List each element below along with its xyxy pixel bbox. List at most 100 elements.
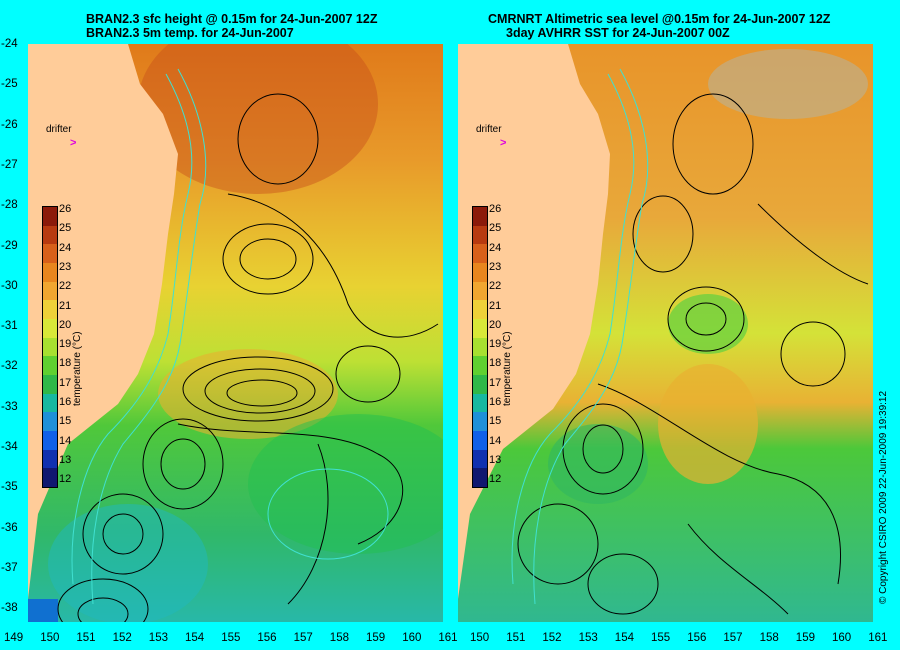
- left-drifter-icon: >: [70, 137, 77, 149]
- left-x-tick-label: 150: [40, 632, 60, 644]
- left-coastline-land: [28, 44, 178, 599]
- y-tick-label: -30: [1, 279, 18, 292]
- left-colorbar-swatch: [43, 356, 57, 376]
- left-colorbar-tick: 23: [59, 260, 72, 273]
- left-colorbar-swatch: [43, 319, 57, 339]
- left-x-tick-label: 156: [257, 632, 277, 644]
- y-tick-label: -32: [1, 360, 18, 373]
- left-x-tick-label: 157: [293, 632, 313, 644]
- left-colorbar-tick: 22: [59, 280, 72, 293]
- copyright-text: © Copyright CSIRO 2009 22-Jun-2009 19:39…: [878, 390, 889, 604]
- left-colorbar-tick: 16: [59, 396, 72, 408]
- right-colorbar-tick: 12: [489, 473, 502, 486]
- left-isobaths: [71, 68, 389, 605]
- left-colorbar-tick: 24: [59, 241, 72, 254]
- right-colorbar-swatch: [473, 207, 487, 227]
- left-colorbar-tick: 26: [59, 203, 72, 215]
- left-colorbar-swatch: [43, 337, 57, 357]
- right-colorbar-swatch: [473, 263, 487, 283]
- right-x-tick-label: 150: [470, 632, 490, 644]
- y-tick-label: -31: [1, 320, 18, 333]
- right-colorbar-tick: 17: [489, 376, 502, 389]
- right-x-tick-label: 158: [759, 632, 779, 644]
- left-x-tick-label: 158: [329, 632, 349, 644]
- left-colorbar-swatch: [43, 412, 57, 432]
- right-colorbar-tick: 20: [489, 318, 502, 331]
- left-colorbar-swatch: [43, 449, 57, 469]
- right-colorbar-tick: 13: [489, 453, 502, 466]
- right-colorbar-tick: 15: [489, 415, 502, 428]
- right-drifter-icon: >: [500, 137, 507, 149]
- y-tick-label: -34: [1, 441, 18, 453]
- left-colorbar: 26 25 24 23 22 21 20 19 18 17 16 15 14 13 12 temperatu…: [42, 203, 102, 488]
- right-colorbar-tick: 24: [489, 241, 502, 254]
- left-x-tick-label: 149: [4, 632, 24, 644]
- y-tick-label: -37: [1, 561, 18, 574]
- left-colorbar-tick: 19: [59, 338, 72, 351]
- right-colorbar-swatch: [473, 337, 487, 357]
- right-colorbar-tick: 25: [489, 222, 502, 235]
- y-tick-label: -29: [1, 239, 18, 252]
- right-x-tick-label: 161: [868, 632, 888, 644]
- left-colorbar-tick: 18: [59, 357, 72, 370]
- right-colorbar-swatch: [473, 300, 487, 320]
- left-colorbar-swatch: [43, 300, 57, 320]
- left-x-tick-label: 161: [438, 632, 458, 644]
- left-colorbar-label: temperature (°C): [72, 331, 83, 406]
- right-colorbar-swatch: [473, 449, 487, 469]
- left-colorbar-tick: 14: [59, 434, 72, 447]
- right-x-tick-label: 154: [614, 632, 634, 644]
- left-colorbar-swatch: [43, 207, 57, 227]
- left-colorbar-tick: 20: [59, 318, 72, 331]
- right-x-tick-label: 156: [687, 632, 707, 644]
- left-colorbar-swatch: [43, 375, 57, 395]
- right-x-tick-label: 153: [578, 632, 598, 644]
- left-title-line2: BRAN2.3 5m temp. for 24-Jun-2007: [86, 26, 294, 40]
- right-altimetry-contours: [517, 93, 869, 615]
- right-colorbar-tick: 21: [489, 299, 502, 312]
- left-colorbar-tick: 15: [59, 415, 72, 428]
- left-colorbar-swatch: [43, 281, 57, 301]
- left-colorbar-swatch: [43, 393, 57, 413]
- left-drifter-label: drifter: [46, 124, 72, 135]
- left-x-tick-label: 154: [185, 632, 205, 644]
- right-coastline-land: [458, 44, 610, 599]
- right-colorbar-swatch: [473, 319, 487, 339]
- left-x-tick-label: 160: [402, 632, 422, 644]
- left-colorbar-tick: 21: [59, 299, 72, 312]
- left-colorbar-swatch: [43, 431, 57, 451]
- left-colorbar-swatch: [43, 468, 57, 488]
- right-x-tick-label: 160: [832, 632, 852, 644]
- left-colorbar-tick: 17: [59, 376, 72, 389]
- left-colorbar-tick: 12: [59, 473, 72, 486]
- right-colorbar-swatch: [473, 468, 487, 488]
- right-colorbar-swatch: [473, 431, 487, 451]
- right-colorbar-label: temperature (°C): [502, 331, 513, 406]
- left-x-tick-label: 159: [366, 632, 386, 644]
- left-title-line1: BRAN2.3 sfc height @ 0.15m for 24-Jun-20…: [86, 12, 378, 26]
- right-colorbar-tick: 14: [489, 434, 502, 447]
- right-isobaths: [511, 68, 649, 605]
- left-colorbar-tick: 13: [59, 453, 72, 466]
- left-map-panel: [28, 44, 443, 622]
- right-colorbar-tick: 18: [489, 357, 502, 370]
- right-colorbar-tick: 19: [489, 338, 502, 351]
- right-colorbar-tick: 22: [489, 280, 502, 293]
- left-colorbar-swatch: [43, 263, 57, 283]
- y-tick-label: -27: [1, 158, 18, 171]
- right-colorbar-tick: 23: [489, 260, 502, 273]
- right-colorbar-swatch: [473, 412, 487, 432]
- y-tick-label: -28: [1, 199, 18, 212]
- right-colorbar: 26 25 24 23 22 21 20 19 18 17 16 15 14 13 12 temperatu…: [472, 204, 532, 488]
- right-title-line1: CMRNRT Altimetric sea level @0.15m for 2…: [488, 12, 831, 26]
- left-x-tick-label: 153: [148, 632, 168, 644]
- right-x-tick-label: 157: [723, 632, 743, 644]
- left-x-tick-label: 151: [76, 632, 96, 644]
- y-tick-label: -33: [1, 400, 18, 413]
- y-tick-label: -36: [1, 521, 18, 534]
- left-x-tick-label: 152: [112, 632, 132, 644]
- right-title-line2: 3day AVHRR SST for 24-Jun-2007 00Z: [506, 26, 730, 40]
- left-height-contours: [57, 93, 439, 622]
- right-x-tick-label: 151: [506, 632, 526, 644]
